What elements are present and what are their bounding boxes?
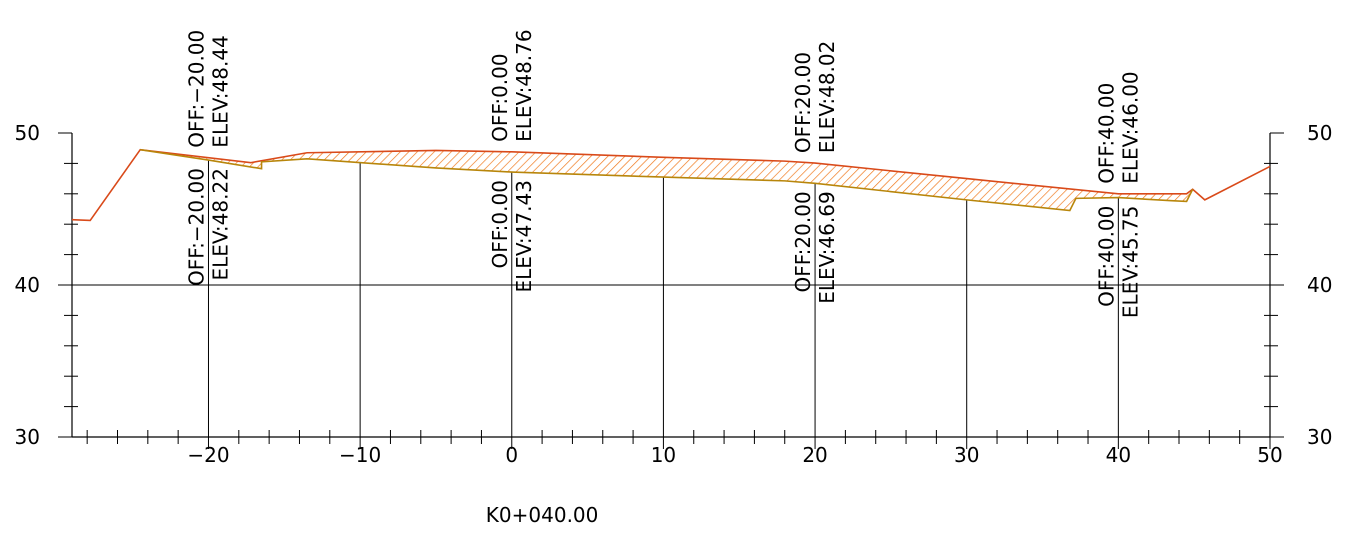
y-tick-label-left: 50 bbox=[15, 121, 40, 145]
design-subgrade-line bbox=[140, 148, 1194, 212]
elevation-label-top: ELEV:48.76 bbox=[512, 29, 536, 141]
y-tick-label-right: 40 bbox=[1307, 273, 1332, 297]
profile-lines bbox=[71, 148, 1271, 222]
offset-label-bottom: OFF:20.00 bbox=[791, 191, 815, 292]
elevation-label-bottom: ELEV:45.75 bbox=[1118, 206, 1142, 318]
elevation-label-bottom: ELEV:48.22 bbox=[208, 168, 232, 280]
y-tick-label-right: 50 bbox=[1307, 121, 1332, 145]
offset-label-top: OFF:−20.00 bbox=[184, 30, 208, 148]
offset-label-top: OFF:20.00 bbox=[791, 52, 815, 153]
existing-ground-line bbox=[71, 148, 1271, 222]
grid-lines bbox=[72, 151, 1270, 437]
x-tick-label: 50 bbox=[1257, 443, 1282, 467]
elevation-label-bottom: ELEV:46.69 bbox=[815, 191, 839, 303]
elevation-label-top: ELEV:48.02 bbox=[815, 41, 839, 153]
x-tick-label: 40 bbox=[1106, 443, 1131, 467]
x-tick-label: 10 bbox=[651, 443, 676, 467]
axes: 30 30 40 40 50 50 −20 −10 0 10 20 30 40 50 bbox=[15, 121, 1333, 467]
x-tick-label: −10 bbox=[339, 443, 381, 467]
x-tick-label: 0 bbox=[505, 443, 518, 467]
offset-labels: OFF:−20.00 ELEV:48.44 OFF:0.00 ELEV:48.76 OF… bbox=[184, 29, 1142, 318]
x-tick-label: 20 bbox=[802, 443, 827, 467]
y-tick-label-left: 40 bbox=[15, 273, 40, 297]
offset-label-bottom: OFF:40.00 bbox=[1094, 206, 1118, 307]
elevation-label-top: ELEV:46.00 bbox=[1118, 71, 1142, 183]
x-tick-label: −20 bbox=[187, 443, 229, 467]
offset-label-bottom: OFF:0.00 bbox=[488, 180, 512, 268]
elevation-label-top: ELEV:48.44 bbox=[208, 35, 232, 147]
elevation-label-bottom: ELEV:47.43 bbox=[512, 180, 536, 292]
y-tick-label-right: 30 bbox=[1307, 425, 1332, 449]
offset-label-top: OFF:0.00 bbox=[488, 53, 512, 141]
y-tick-label-left: 30 bbox=[15, 425, 40, 449]
station-label: K0+040.00 bbox=[486, 503, 599, 527]
x-tick-label: 30 bbox=[954, 443, 979, 467]
offset-label-top: OFF:40.00 bbox=[1094, 83, 1118, 184]
offset-label-bottom: OFF:−20.00 bbox=[184, 168, 208, 286]
